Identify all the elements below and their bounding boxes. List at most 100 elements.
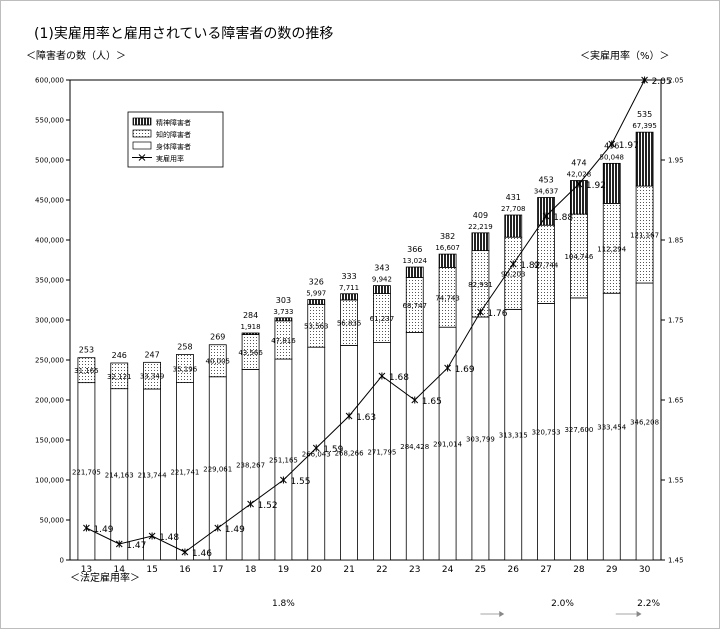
rate-label: 1.68 <box>389 373 409 383</box>
total-label: 253 <box>79 346 94 355</box>
mental-value-label: 22,219 <box>468 223 493 231</box>
bar-segment-2 <box>241 332 260 335</box>
rate-label: 1.46 <box>192 549 212 559</box>
left-tick-label: 550,000 <box>35 117 64 125</box>
x-tick-label: 19 <box>278 565 290 575</box>
total-label: 247 <box>144 350 159 359</box>
rate-label: 1.52 <box>258 501 278 511</box>
physical-value-label: 333,454 <box>597 424 626 432</box>
x-tick-label: 21 <box>343 565 354 575</box>
rate-label: 1.97 <box>619 141 639 151</box>
rate-marker <box>115 540 123 548</box>
left-tick-label: 100,000 <box>35 477 64 485</box>
left-tick-label: 250,000 <box>35 357 64 365</box>
legend-swatch <box>132 129 152 138</box>
legal-rate-arrowhead <box>499 611 505 617</box>
x-tick-label: 22 <box>376 565 387 575</box>
mental-value-label: 34,637 <box>534 187 559 195</box>
bar-segment-2 <box>405 266 424 278</box>
rate-marker <box>477 308 484 316</box>
mental-value-label: 3,733 <box>273 308 293 316</box>
mental-value-label: 50,048 <box>600 153 625 161</box>
intellectual-value-label: 104,746 <box>564 253 593 261</box>
bar-segment-2 <box>340 293 358 301</box>
intellectual-value-label: 53,563 <box>304 323 329 331</box>
rate-marker <box>509 260 517 268</box>
right-tick-label: 2.05 <box>668 77 684 85</box>
x-tick-label: 15 <box>146 565 157 575</box>
left-tick-label: 600,000 <box>35 77 64 85</box>
intellectual-value-label: 35,196 <box>173 366 198 374</box>
left-tick-label: 0 <box>60 557 64 565</box>
rate-marker <box>542 212 550 220</box>
bar-segment-1 <box>110 362 129 390</box>
rate-label: 1.69 <box>455 365 475 375</box>
physical-value-label: 221,741 <box>170 468 199 476</box>
intellectual-value-label: 47,816 <box>271 337 296 345</box>
bar-segment-2 <box>537 197 555 226</box>
rate-label: 1.59 <box>323 445 343 455</box>
x-tick-label: 27 <box>540 565 551 575</box>
mental-value-label: 5,997 <box>306 290 326 298</box>
x-tick-label: 20 <box>311 565 323 575</box>
bar-segment-1 <box>208 344 227 378</box>
rate-marker <box>444 364 451 372</box>
rate-line <box>86 79 646 553</box>
rate-marker <box>411 396 419 404</box>
rate-marker <box>247 500 254 508</box>
intellectual-value-label: 121,167 <box>630 232 659 240</box>
physical-value-label: 229,061 <box>203 465 232 473</box>
mental-value-label: 13,024 <box>403 257 428 265</box>
intellectual-value-label: 82,931 <box>468 281 493 289</box>
rate-label: 1.49 <box>93 525 113 535</box>
x-tick-label: 28 <box>573 565 585 575</box>
legal-rate-value: 2.0% <box>551 599 574 609</box>
intellectual-value-label: 97,744 <box>534 261 559 269</box>
left-tick-label: 50,000 <box>40 517 65 525</box>
x-tick-label: 25 <box>475 565 486 575</box>
left-axis-label: ＜障害者の数（人）＞ <box>26 51 126 62</box>
rate-marker <box>148 532 156 540</box>
x-tick-label: 14 <box>114 565 126 575</box>
intellectual-value-label: 31,165 <box>74 367 99 375</box>
mental-value-label: 27,708 <box>501 205 526 213</box>
legend-entry: 精神障害者 <box>156 118 191 127</box>
bar-segment-2 <box>274 317 293 322</box>
bar-segment-2 <box>504 214 523 238</box>
mental-value-label: 16,607 <box>435 244 460 252</box>
x-tick-label: 16 <box>179 565 191 575</box>
intellectual-value-label: 33,349 <box>140 373 165 381</box>
rate-label: 1.48 <box>159 533 179 543</box>
physical-value-label: 346,208 <box>630 419 659 427</box>
rate-label: 1.63 <box>356 413 376 423</box>
rate-label: 1.88 <box>553 213 573 223</box>
mental-value-label: 42,028 <box>567 171 592 179</box>
intellectual-value-label: 90,203 <box>501 270 526 278</box>
intellectual-value-label: 61,237 <box>370 315 395 323</box>
physical-value-label: 303,799 <box>466 435 495 443</box>
legend-swatch <box>132 141 152 150</box>
rate-label: 1.76 <box>487 309 507 319</box>
intellectual-value-label: 112,294 <box>597 245 626 253</box>
legend-entry: 知的障害者 <box>156 130 191 139</box>
left-tick-label: 350,000 <box>35 277 64 285</box>
left-tick-label: 450,000 <box>35 197 64 205</box>
bar-segment-2 <box>307 299 326 305</box>
rate-marker <box>181 548 189 556</box>
bar-segment-1 <box>176 354 194 384</box>
total-label: 303 <box>276 296 291 305</box>
mental-value-label: 7,711 <box>339 284 359 292</box>
left-tick-label: 500,000 <box>35 157 64 165</box>
bar-segment-2 <box>471 232 490 252</box>
rate-marker <box>378 372 386 380</box>
intellectual-value-label: 40,005 <box>206 358 231 366</box>
rate-label: 1.92 <box>586 181 606 191</box>
total-label: 366 <box>407 245 422 254</box>
intellectual-value-label: 43,566 <box>238 349 263 357</box>
physical-value-label: 320,753 <box>532 429 561 437</box>
total-label: 258 <box>177 342 192 351</box>
right-tick-label: 1.95 <box>668 157 684 165</box>
mental-value-label: 9,942 <box>372 276 392 284</box>
rate-marker <box>312 444 320 452</box>
